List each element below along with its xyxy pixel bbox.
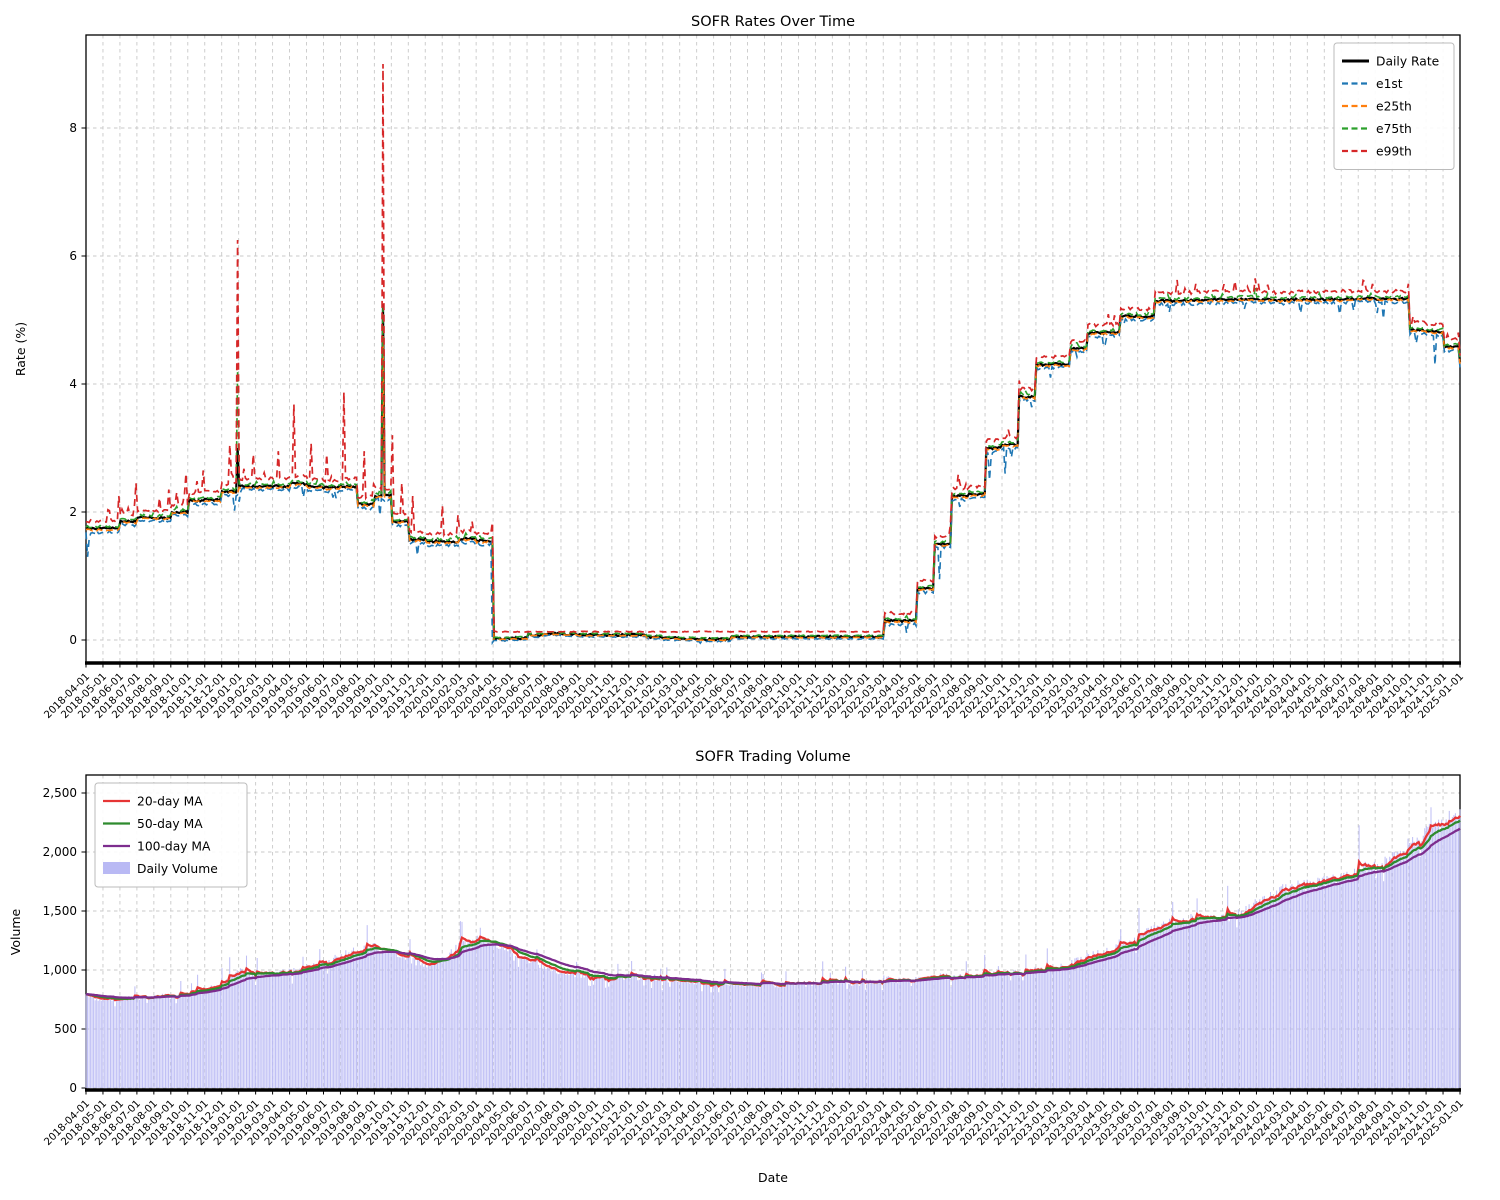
rates-chart: 2018-04-012018-05-012018-06-012018-07-01… (13, 14, 1466, 721)
volume-ticks (81, 792, 1461, 1095)
series-e99th (85, 63, 1461, 633)
rates-ticks (81, 127, 1461, 668)
rates-legend: Daily Rate e1st e25th e75th e99th (1333, 42, 1455, 170)
y-tick-label: 500 (54, 1022, 77, 1036)
legend-label-50-day-ma: 50-day MA (137, 817, 203, 831)
volume-title: SOFR Trading Volume (695, 749, 850, 765)
y-tick-label: 8 (69, 121, 77, 135)
series-e75th (85, 287, 1461, 640)
y-tick-label: 1,000 (43, 963, 77, 977)
volume-chart: 2018-04-012018-05-012018-06-012018-07-01… (8, 749, 1466, 1185)
y-tick-label: 0 (69, 1081, 77, 1095)
y-tick-label: 1,500 (43, 904, 77, 918)
rates-xtick-labels: 2018-04-012018-05-012018-06-012018-07-01… (42, 671, 1466, 721)
series-100-day-ma (85, 827, 1461, 1000)
y-tick-label: 6 (69, 249, 77, 263)
y-tick-label: 2,500 (43, 786, 77, 800)
volume-xtick-labels: 2018-04-012018-05-012018-06-012018-07-01… (42, 1098, 1466, 1148)
legend-label-e25th: e25th (1376, 99, 1412, 113)
volume-axes (85, 774, 1461, 1092)
rates-ytick-labels: 0 2 4 6 8 (69, 121, 77, 647)
legend-label-daily-rate: Daily Rate (1376, 54, 1439, 68)
y-tick-label: 2 (69, 505, 77, 519)
series-daily-rate (85, 295, 1462, 642)
y-tick-label: 4 (69, 377, 77, 391)
rates-title: SOFR Rates Over Time (691, 14, 855, 30)
legend-label-daily-volume: Daily Volume (137, 862, 218, 876)
y-tick-label: 2,000 (43, 845, 77, 859)
y-tick-label: 0 (69, 633, 77, 647)
volume-xlabel: Date (758, 1170, 788, 1185)
rates-plot-area: 2018-04-012018-05-012018-06-012018-07-01… (42, 34, 1466, 721)
legend-label-e75th: e75th (1376, 122, 1412, 136)
rates-gridlines (85, 35, 1461, 663)
legend-label-100-day-ma: 100-day MA (137, 839, 211, 853)
rates-ylabel: Rate (%) (13, 322, 28, 376)
legend-label-20-day-ma: 20-day MA (137, 794, 203, 808)
legend-label-e99th: e99th (1376, 144, 1412, 158)
volume-ylabel: Volume (8, 908, 23, 955)
legend-swatch-daily-volume (103, 862, 130, 874)
volume-legend: 20-day MA 50-day MA 100-day MA Daily Volume (94, 782, 248, 888)
series-e25th (85, 297, 1461, 642)
legend-label-e1st: e1st (1376, 77, 1403, 91)
volume-ytick-labels: 0 500 1,000 1,500 2,000 2,500 (43, 786, 77, 1095)
rates-axes (85, 34, 1461, 665)
daily-volume-bars (85, 807, 1461, 1088)
volume-plot-area: 2018-04-012018-05-012018-06-012018-07-01… (42, 774, 1466, 1148)
series-e1st (85, 298, 1461, 646)
